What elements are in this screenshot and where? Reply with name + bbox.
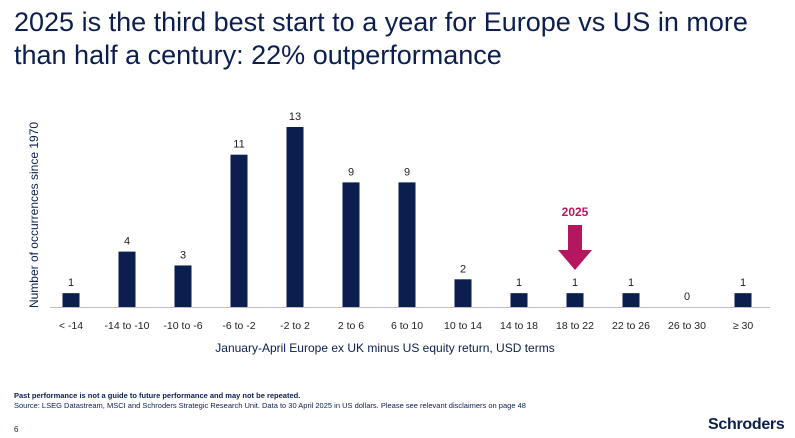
tick-label: 10 to 14: [444, 320, 482, 332]
value-label: 3: [180, 249, 186, 261]
bar: [286, 127, 304, 307]
tick-label: 26 to 30: [668, 320, 706, 332]
tick-labels-group: < -14 -14 to -10 -10 to -6 -6 to -2 -2 to 2 2…: [59, 320, 753, 332]
tick-label: 14 to 18: [500, 320, 538, 332]
value-label: 4: [124, 236, 130, 248]
source-note: Source: LSEG Datastream, MSCI and Schrod…: [14, 401, 526, 410]
tick-label: 18 to 22: [556, 320, 594, 332]
tick-label: -10 to -6: [163, 320, 202, 332]
value-label: 13: [289, 111, 301, 123]
value-label: 1: [572, 277, 578, 289]
bar: [230, 154, 248, 307]
schroders-logo: Schroders: [708, 416, 785, 433]
tick-label: -14 to -10: [105, 320, 150, 332]
value-label: 1: [68, 277, 74, 289]
bar: [734, 293, 752, 307]
value-label: 11: [233, 139, 244, 151]
bar: [342, 182, 360, 307]
bar: [454, 279, 472, 307]
bar: [118, 251, 136, 307]
bar: [566, 293, 584, 307]
bar: [62, 293, 80, 307]
value-label: 1: [516, 277, 522, 289]
bars-group: [62, 127, 752, 307]
down-arrow-icon: [558, 225, 592, 270]
value-label: 1: [740, 277, 746, 289]
tick-label: ≥ 30: [733, 320, 754, 332]
value-label: 9: [404, 166, 410, 178]
tick-label: 6 to 10: [391, 320, 423, 332]
tick-label: 22 to 26: [612, 320, 650, 332]
page-title: 2025 is the third best start to a year f…: [14, 7, 748, 70]
tick-label: -6 to -2: [222, 320, 255, 332]
bar: [510, 293, 528, 307]
tick-label: 2 to 6: [338, 320, 364, 332]
value-label: 1: [628, 277, 634, 289]
x-axis-label: January-April Europe ex UK minus US equi…: [215, 341, 554, 355]
value-label: 2: [460, 263, 466, 275]
bar: [174, 265, 192, 307]
y-axis-label: Number of occurrences since 1970: [27, 122, 41, 308]
tick-label: < -14: [59, 320, 83, 332]
page-number: 6: [14, 425, 19, 434]
value-label: 0: [684, 291, 690, 303]
annotation-2025: 2025: [558, 205, 592, 270]
tick-label: -2 to 2: [280, 320, 310, 332]
bar: [622, 293, 640, 307]
disclaimer: Past performance is not a guide to futur…: [14, 391, 301, 400]
bar: [398, 182, 416, 307]
value-label: 9: [348, 166, 354, 178]
annotation-label: 2025: [562, 205, 589, 219]
